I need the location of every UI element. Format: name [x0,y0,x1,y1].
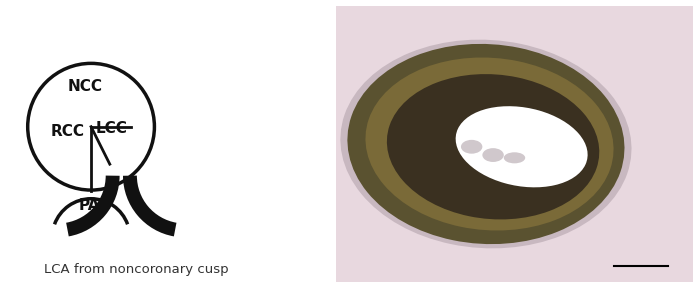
FancyBboxPatch shape [336,6,693,282]
Ellipse shape [387,74,599,219]
Ellipse shape [365,58,614,230]
Text: NCC: NCC [68,79,103,94]
Ellipse shape [456,106,587,187]
Text: LCA from noncoronary cusp: LCA from noncoronary cusp [43,264,228,276]
Ellipse shape [340,40,631,248]
Ellipse shape [504,152,525,163]
Text: PA: PA [79,198,100,213]
Ellipse shape [347,44,624,244]
Ellipse shape [482,148,504,162]
Ellipse shape [461,140,482,154]
Text: LCC: LCC [95,121,127,136]
Text: RCC: RCC [51,124,85,139]
